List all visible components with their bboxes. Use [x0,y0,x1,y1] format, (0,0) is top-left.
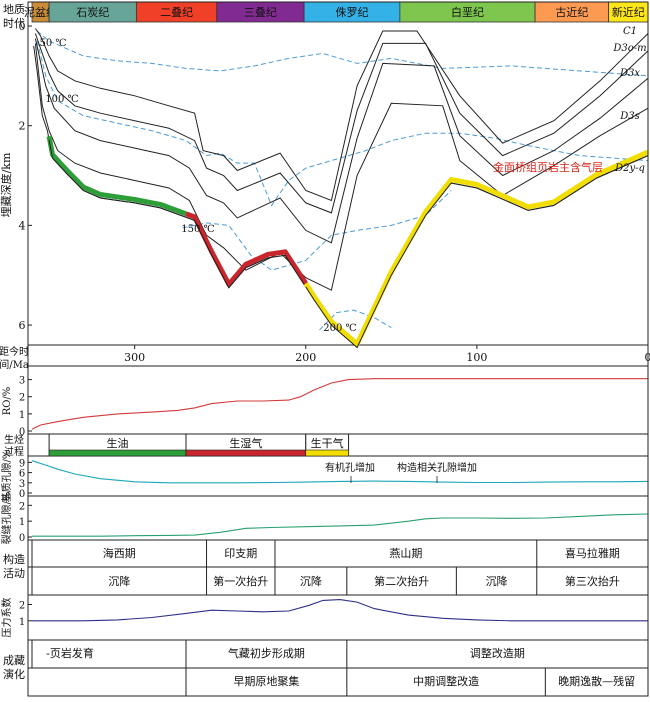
figure-frame [28,2,648,696]
ro-ytick-label: 1 [19,410,25,421]
fracture-ytick-label: 1 [19,517,25,528]
formation-label: D3s [619,111,640,122]
accum-bottom-label: 中期调整改造 [413,674,479,688]
period-label: 三叠纪 [244,6,277,19]
period-label: 二叠纪 [160,6,193,19]
fracture-ylabel: 裂缝孔隙/% [0,492,13,545]
burial-curve [35,34,648,213]
time-tick-label: 300 [124,351,145,364]
tectonic-event-label: 沉降 [300,574,322,588]
formation-label: C1 [623,26,637,37]
isotherm-label: 50 ℃ [39,38,66,49]
burial-ytick-label: 6 [19,319,26,332]
isotherm-label: 100 ℃ [45,94,78,105]
burial-ytick-label: 2 [19,120,26,133]
accum-row-label: 成藏 [3,654,25,667]
time-tick-label: 200 [295,351,316,364]
fracture-porosity-chart: 裂缝孔隙/% 0 1 2 [0,492,648,545]
burial-ytick-label: 0 [19,20,26,33]
matrix-ytick-label: 9 [19,458,25,469]
tectonic-event-label: 沉降 [108,574,130,588]
pressure-series-line [32,600,648,621]
time-axis-label: 距今时 [0,345,29,358]
hc-stage-bar [186,450,306,456]
tectonic-period-label: 海西期 [103,546,136,560]
pressure-ytick-label: 1 [19,617,25,628]
period-label: 白垩纪 [451,5,484,19]
accum-row-label: 演化 [3,667,25,681]
formation-label: D3x [619,68,640,79]
isotherm-line [37,41,648,205]
burial-depth-chart: 埋藏深度/km 0 2 4 6 C1 D3o-m D3x D3s D2y-q 50 ℃ 100 ℃ 15… [0,20,648,348]
tectonic-row-label: 活动 [3,567,25,580]
time-tick-label: 0 [645,351,650,364]
matrix-ytick-label: 6 [19,469,25,480]
accum-top-label: 气藏初步形成期 [228,646,305,660]
time-axis-label: 间/Ma [0,358,29,371]
hc-stage-label: 生湿气 [229,436,262,450]
tectonic-event-label: 第二次抬升 [374,574,429,588]
burial-ylabel: 埋藏深度/km [0,152,13,217]
pressure-ylabel: 压力系数 [0,598,13,638]
matrix-ytick-label: 3 [19,479,25,490]
hydrocarbon-band [306,152,648,344]
hc-stage-label: 生油 [107,436,129,450]
isotherm-label: 150 ℃ [181,224,214,235]
period-label: 古近纪 [555,6,588,19]
formation-label: D2y-q [614,163,645,174]
matrix-ytick-label: 0 [19,489,25,500]
tectonic-period-label: 印支期 [224,547,257,560]
pressure-ytick-label: 2 [19,601,25,612]
accum-bottom-label: 晚期逸散—残留 [558,674,635,688]
burial-ytick-label: 4 [19,219,26,232]
formation-label: D3o-m [612,43,646,54]
fracture-ytick-label: 2 [19,501,25,512]
matrix-annotation: 构造相关孔隙增加 [397,461,477,474]
tectonic-event-label: 沉降 [486,574,508,588]
fracture-ytick-label: 0 [19,533,25,544]
hydrocarbon-band [49,136,186,214]
header-axis-label-line: 地质 [3,3,25,16]
pressure-coefficient-chart: 压力系数 1 2 [0,598,648,641]
fracture-series-line [32,514,648,536]
matrix-annotation: 有机孔增加 [325,461,375,474]
time-tick-label: 100 [466,351,487,364]
accum-top-label: -页岩发育 [46,646,94,660]
period-label: 新近纪 [612,5,645,19]
ro-series-line [32,379,648,430]
hydrocarbon-process-row: 生烃过程生油生湿气生干气 [4,433,648,458]
hc-row-label: 生烃 [4,433,24,446]
ro-ytick-label: 3 [19,376,25,387]
tectonic-event-label: 第三次抬升 [565,574,620,588]
period-label: 石炭纪 [76,6,109,19]
ro-ytick-label: 2 [19,393,25,404]
gas-layer-annotation: 金面桥组页岩主含气层 [493,160,603,174]
ro-ylabel: RO/% [2,387,13,416]
tectonic-event-label: 第一次抬升 [213,574,268,588]
burial-curve [35,29,648,201]
hc-stage-label: 生干气 [311,436,344,450]
isotherm-label: 200 ℃ [323,323,356,334]
accum-bottom-label: 早期原地聚集 [233,674,299,688]
tectonic-period-label: 燕山期 [389,547,422,560]
isotherm-line [37,31,648,76]
period-label: 侏罗纪 [335,6,368,19]
hc-stage-bar [306,450,349,456]
accum-top-label: 调整改造期 [470,646,525,660]
hc-stage-bar [49,450,186,456]
tectonic-row-label: 构造 [3,552,25,566]
tectonic-period-label: 喜马拉雅期 [565,546,620,560]
geologic-period-bar: 泥盆纪石炭纪二叠纪三叠纪侏罗纪白垩纪古近纪新近纪 [24,2,648,22]
